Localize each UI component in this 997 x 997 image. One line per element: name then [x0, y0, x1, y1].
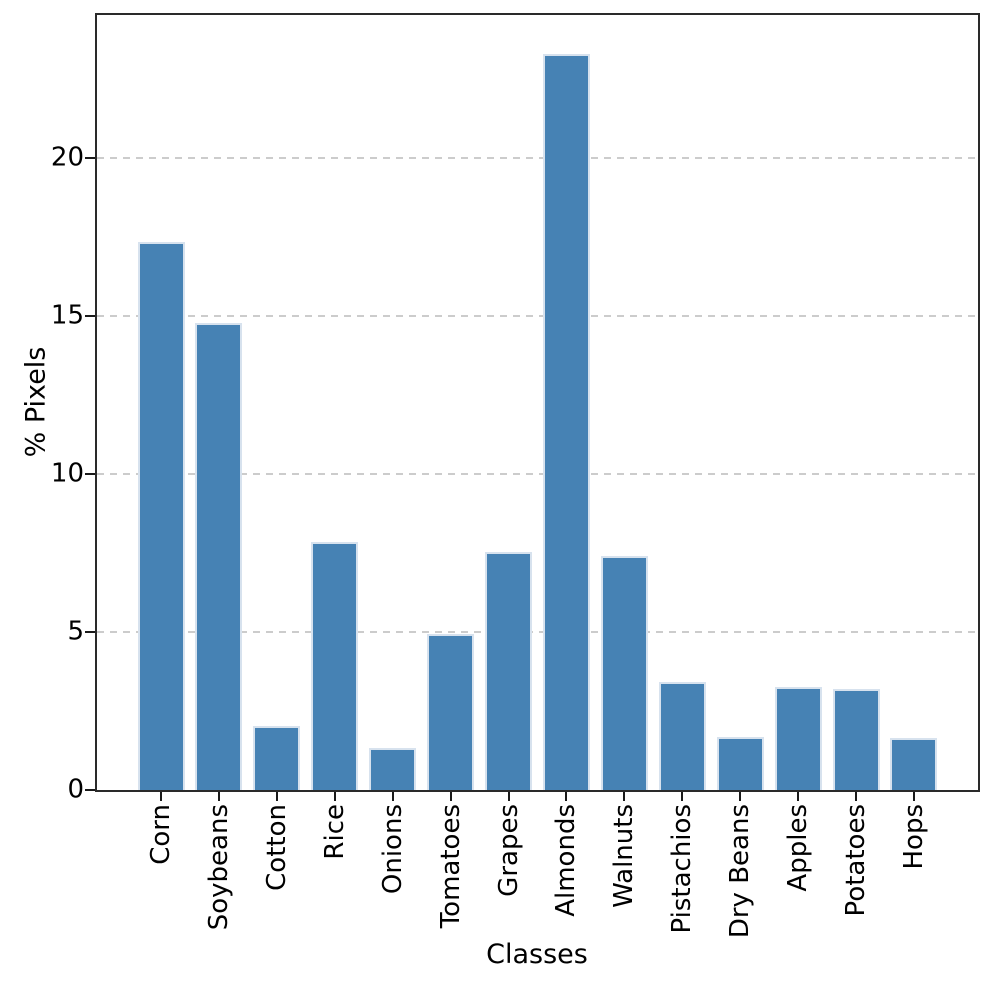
y-tick-label-5: 5	[67, 616, 84, 647]
x-tick-rice	[333, 792, 336, 801]
x-tick-hops	[912, 792, 915, 801]
x-tick-corn	[160, 792, 163, 801]
y-tick-10	[85, 473, 95, 476]
x-tick-almonds	[565, 792, 568, 801]
x-tick-label-tomatoes: Tomatoes	[435, 804, 466, 929]
bar-grapes	[485, 551, 533, 790]
x-tick-onions	[391, 792, 394, 801]
y-tick-label-0: 0	[67, 774, 84, 805]
bar-pistachios	[658, 682, 706, 790]
x-tick-label-pistachios: Pistachios	[667, 804, 698, 934]
y-tick-15	[85, 315, 95, 318]
bar-rice	[311, 542, 359, 790]
x-tick-label-dry-beans: Dry Beans	[725, 804, 756, 939]
gridline-15	[97, 315, 978, 318]
bar-hops	[890, 737, 938, 790]
y-tick-label-10: 10	[50, 458, 84, 489]
y-tick-20	[85, 157, 95, 160]
bar-onions	[369, 747, 417, 790]
bar-almonds	[542, 53, 590, 790]
x-tick-label-walnuts: Walnuts	[609, 804, 640, 908]
bar-corn	[137, 242, 185, 790]
gridline-20	[97, 157, 978, 160]
x-tick-walnuts	[623, 792, 626, 801]
x-tick-soybeans	[217, 792, 220, 801]
bar-tomatoes	[427, 634, 475, 790]
y-tick-label-15: 15	[50, 300, 84, 331]
x-tick-label-almonds: Almonds	[551, 804, 582, 917]
bar-apples	[774, 687, 822, 790]
bar-potatoes	[832, 689, 880, 790]
x-tick-label-hops: Hops	[898, 804, 929, 870]
y-axis-label: % Pixels	[20, 346, 52, 458]
x-tick-label-rice: Rice	[319, 804, 350, 860]
bar-walnuts	[600, 556, 648, 790]
x-tick-apples	[797, 792, 800, 801]
x-tick-dry-beans	[739, 792, 742, 801]
bar-cotton	[253, 725, 301, 790]
y-tick-label-20: 20	[50, 142, 84, 173]
x-tick-cotton	[275, 792, 278, 801]
y-tick-0	[85, 789, 95, 791]
x-tick-tomatoes	[449, 792, 452, 801]
bar-soybeans	[195, 323, 243, 790]
gridline-5	[97, 631, 978, 634]
x-tick-label-onions: Onions	[377, 804, 408, 895]
x-tick-label-apples: Apples	[783, 804, 814, 892]
x-tick-label-grapes: Grapes	[493, 804, 524, 897]
x-axis-label: Classes	[486, 939, 588, 970]
x-tick-label-cotton: Cotton	[261, 804, 292, 891]
x-tick-grapes	[507, 792, 510, 801]
x-tick-label-potatoes: Potatoes	[841, 804, 872, 917]
x-tick-label-soybeans: Soybeans	[203, 804, 234, 931]
gridline-10	[97, 473, 978, 476]
y-tick-5	[85, 631, 95, 634]
x-tick-pistachios	[681, 792, 684, 801]
bar-dry-beans	[716, 736, 764, 790]
x-tick-label-corn: Corn	[146, 804, 177, 865]
x-tick-potatoes	[855, 792, 858, 801]
plot-area	[95, 13, 980, 792]
